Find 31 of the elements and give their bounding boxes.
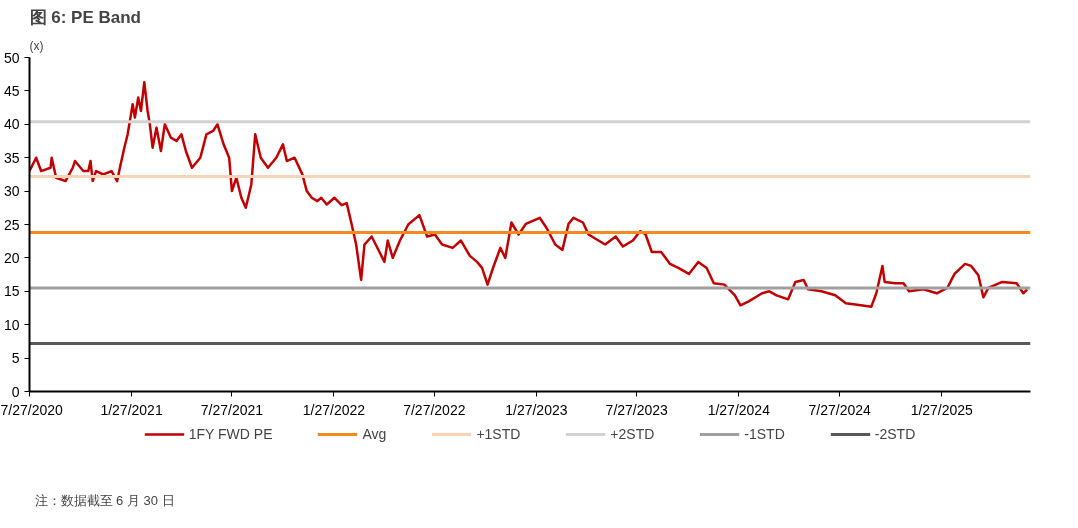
y-axis-title: (x) — [29, 38, 44, 53]
text: 注：数据截至 6 月 30 日 — [34, 492, 175, 508]
y-tick-label: 25 — [3, 216, 20, 233]
x-tick-label: 1/27/2021 — [100, 401, 163, 418]
legend-label: -1STD — [744, 426, 785, 442]
legend-label: +1STD — [476, 426, 521, 442]
legend-label: -2STD — [874, 426, 916, 442]
x-tick-label: 1/27/2025 — [910, 401, 974, 418]
y-tick-label: 15 — [3, 283, 20, 300]
x-tick-label: 7/27/2023 — [605, 401, 669, 418]
legend-label: Avg — [362, 426, 387, 442]
y-tick-label: 50 — [3, 49, 20, 66]
legend-label: +2STD — [610, 426, 655, 442]
legend-label: 1FY FWD PE — [188, 426, 273, 442]
x-tick-label: 7/27/2024 — [808, 401, 872, 418]
y-tick-label: 40 — [3, 116, 20, 133]
x-tick-label: 1/27/2022 — [302, 401, 366, 418]
x-tick-label: 1/27/2024 — [707, 401, 771, 418]
x-tick-label: 7/27/2020 — [0, 401, 63, 418]
y-tick-label: 30 — [3, 183, 20, 200]
y-tick-label: 10 — [3, 316, 20, 333]
line-series — [29, 80, 1029, 308]
y-tick-label: 0 — [11, 383, 20, 400]
y-tick-label: 5 — [11, 350, 20, 367]
y-tick-label: 45 — [3, 82, 20, 99]
y-tick-label: 35 — [3, 149, 20, 166]
y-tick-label: 20 — [3, 249, 20, 266]
x-tick-label: 7/27/2021 — [200, 401, 264, 418]
x-tick-label: 1/27/2023 — [505, 401, 568, 418]
chart-title: 图 6: PE Band — [29, 7, 141, 27]
x-tick-label: 7/27/2022 — [403, 401, 466, 418]
